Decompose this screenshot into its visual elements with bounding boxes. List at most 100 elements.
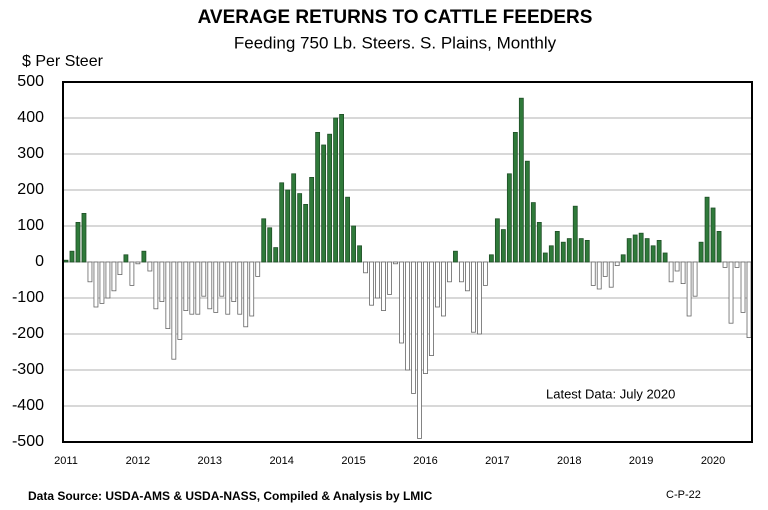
bar bbox=[213, 261, 219, 313]
bar bbox=[710, 207, 716, 263]
bar bbox=[333, 117, 339, 263]
x-tick-label: 2016 bbox=[413, 455, 437, 467]
chart-title: AVERAGE RETURNS TO CATTLE FEEDERS bbox=[198, 7, 593, 28]
bar bbox=[459, 261, 464, 283]
bar bbox=[614, 261, 620, 266]
bar bbox=[255, 261, 261, 277]
bar bbox=[129, 261, 135, 286]
bar bbox=[363, 261, 368, 274]
bar bbox=[560, 241, 566, 263]
bar bbox=[447, 261, 452, 283]
bar bbox=[596, 261, 602, 290]
bar bbox=[680, 261, 686, 285]
y-tick-label: -500 bbox=[12, 433, 44, 450]
bar bbox=[303, 203, 309, 263]
bar bbox=[405, 261, 410, 371]
bar bbox=[518, 97, 524, 263]
y-tick-label: 500 bbox=[17, 73, 44, 90]
bar bbox=[135, 261, 141, 265]
bar bbox=[435, 261, 440, 308]
bar bbox=[291, 173, 297, 263]
bar bbox=[746, 261, 752, 338]
y-tick-label: 300 bbox=[17, 145, 44, 162]
bar bbox=[105, 261, 111, 299]
x-tick-label: 2018 bbox=[557, 455, 581, 467]
bar bbox=[201, 261, 207, 297]
bar bbox=[375, 261, 380, 299]
bar bbox=[524, 160, 530, 263]
bar bbox=[75, 221, 81, 263]
bar bbox=[536, 221, 542, 263]
y-tick-label: 0 bbox=[35, 253, 44, 270]
bar bbox=[453, 250, 458, 263]
bar bbox=[494, 218, 500, 263]
bar bbox=[656, 239, 662, 263]
y-tick-label: -400 bbox=[12, 397, 44, 414]
bar bbox=[411, 261, 416, 394]
bar bbox=[476, 261, 482, 335]
bar bbox=[177, 261, 183, 340]
y-tick-label: -200 bbox=[12, 325, 44, 342]
bar bbox=[620, 254, 626, 263]
bar bbox=[488, 254, 494, 263]
bar bbox=[273, 247, 279, 263]
bar bbox=[530, 202, 536, 263]
bar bbox=[237, 261, 243, 315]
x-tick-label: 2019 bbox=[629, 455, 653, 467]
bar bbox=[171, 261, 177, 360]
bar bbox=[93, 261, 99, 308]
annotation: Latest Data: July 2020 bbox=[546, 386, 675, 401]
bar bbox=[668, 261, 674, 283]
bar bbox=[183, 261, 189, 311]
bar bbox=[704, 196, 710, 263]
x-tick-label: 2015 bbox=[341, 455, 365, 467]
y-tick-label: 100 bbox=[17, 217, 44, 234]
x-tick-label: 2012 bbox=[126, 455, 150, 467]
bar bbox=[219, 261, 225, 297]
bar bbox=[650, 245, 656, 263]
bar bbox=[512, 131, 518, 263]
bar bbox=[147, 261, 153, 272]
bar bbox=[500, 229, 506, 263]
bar bbox=[63, 259, 69, 263]
y-tick-label: -300 bbox=[12, 361, 44, 378]
bar bbox=[243, 261, 249, 328]
bar bbox=[399, 261, 404, 344]
bar bbox=[351, 225, 356, 263]
bar bbox=[482, 261, 488, 286]
bar bbox=[734, 261, 740, 268]
bar bbox=[548, 245, 554, 263]
bar bbox=[429, 261, 434, 356]
bar bbox=[315, 131, 321, 263]
bar bbox=[327, 133, 333, 263]
bar bbox=[441, 261, 446, 317]
bar bbox=[111, 261, 117, 292]
y-tick-label: -100 bbox=[12, 289, 44, 306]
bar bbox=[417, 261, 422, 439]
bar bbox=[387, 261, 392, 295]
y-axis-label: $ Per Steer bbox=[22, 53, 104, 70]
bar bbox=[674, 261, 680, 272]
bar bbox=[506, 173, 512, 263]
y-tick-label: 400 bbox=[17, 109, 44, 126]
bar bbox=[692, 261, 698, 297]
bar bbox=[357, 245, 362, 263]
bar bbox=[267, 227, 273, 263]
bar bbox=[285, 189, 291, 263]
bar bbox=[279, 182, 285, 263]
bar bbox=[716, 230, 722, 263]
bar bbox=[566, 238, 572, 263]
bar bbox=[99, 261, 105, 304]
chart-id: C-P-22 bbox=[666, 489, 701, 501]
bar bbox=[297, 193, 303, 263]
bar bbox=[554, 230, 560, 263]
bar bbox=[728, 261, 734, 324]
bar bbox=[123, 254, 129, 263]
bar bbox=[698, 241, 704, 263]
bar bbox=[632, 234, 638, 263]
bar bbox=[686, 261, 692, 317]
bar bbox=[626, 238, 632, 263]
bar bbox=[69, 250, 75, 263]
plot-frame bbox=[62, 81, 753, 443]
bar bbox=[165, 261, 171, 329]
